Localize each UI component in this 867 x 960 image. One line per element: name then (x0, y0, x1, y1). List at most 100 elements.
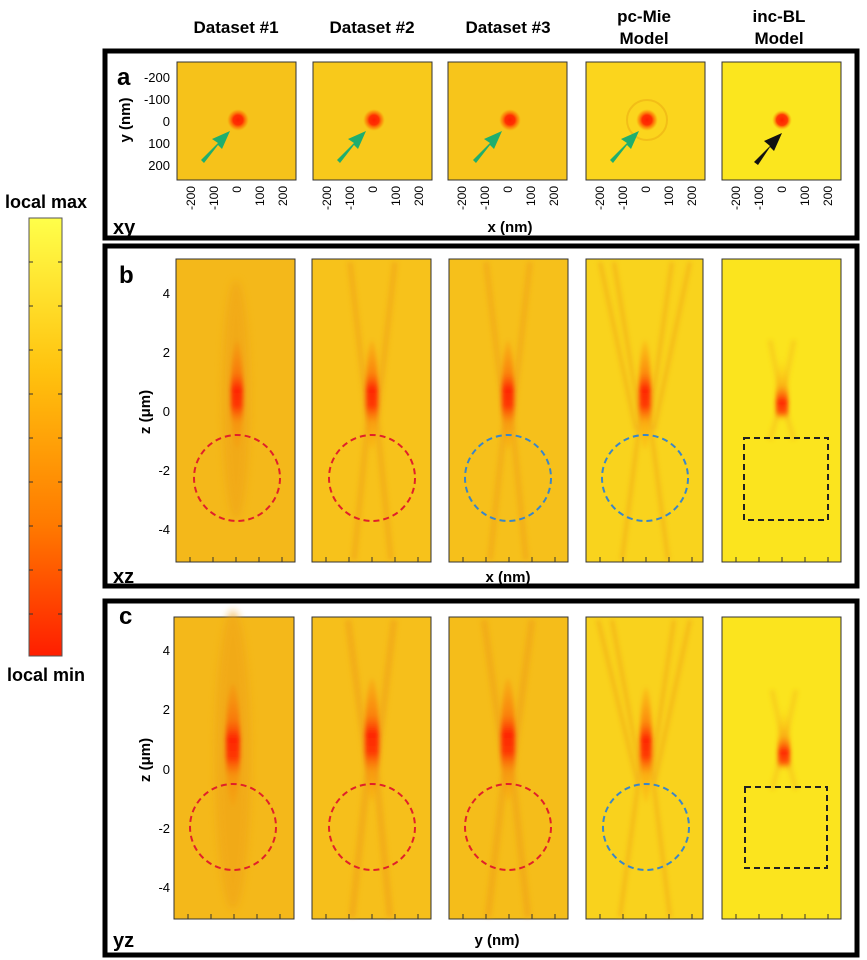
panel-a-ytick-2: -100 (144, 92, 170, 107)
panel-a-xticks: -200 -100 0 100 200 -200 -100 0 100 200 -200 -100 0 1… (184, 186, 835, 210)
panel-a-letter: a (117, 64, 131, 91)
panel-b-ytick-3: 0 (163, 404, 170, 419)
colorbar-gradient (28, 217, 63, 657)
panel-c-xlabel: y (nm) (475, 932, 520, 949)
panel-b: b xz z (μm) x (nm) 4 2 0 -2 -4 (102, 243, 860, 589)
panel-b-ytick-1: 4 (163, 286, 170, 301)
panel-b-box (743, 437, 829, 521)
panel-c-ytick-1: 4 (163, 643, 170, 658)
panel-b-circle-4 (601, 434, 689, 522)
panel-b-circle-3 (464, 434, 552, 522)
column-header-4: pc-Mie (617, 7, 671, 26)
panel-c-circle-3 (464, 783, 552, 871)
panel-a-xtick-label: 100 (253, 186, 267, 206)
panel-a-frame (102, 48, 860, 241)
panel-b-tile-1 (175, 258, 296, 563)
panel-c-tile-3 (448, 616, 569, 920)
panel-a-xtick-label: 0 (775, 186, 789, 193)
panel-a-marker-4 (610, 131, 639, 163)
panel-a-marker-2 (337, 131, 366, 163)
panel-c-ylabel: z (μm) (137, 738, 154, 782)
black-arrow-icon (754, 133, 782, 165)
panel-c: c yz z (μm) y (nm) 4 2 0 -2 -4 (102, 598, 860, 958)
panel-c-tile-4 (585, 616, 704, 920)
panel-b-plane: xz (113, 566, 134, 588)
panel-c-yticks: 4 2 0 -2 -4 (158, 643, 170, 895)
column-header-5-line2: Model (754, 29, 803, 48)
panel-a-marker-1 (201, 131, 230, 163)
panel-c-plane: yz (113, 930, 134, 952)
panel-a-xtick-label: -100 (616, 186, 630, 210)
panel-a-ytick-4: 100 (148, 136, 170, 151)
panel-c-tile-1 (173, 610, 295, 920)
panel-a-marker-3 (473, 131, 502, 163)
panel-a-xtick-label: 100 (798, 186, 812, 206)
colorbar-max-label: local max (5, 192, 87, 212)
column-header-4-line2: Model (619, 29, 668, 48)
panel-b-frame (102, 243, 860, 589)
panel-a-xtick-label: 200 (547, 186, 561, 206)
panel-a-xtick-label: -100 (207, 186, 221, 210)
panel-a-xtick-label: -100 (343, 186, 357, 210)
panel-a-tile-2 (312, 61, 433, 181)
green-arrow-icon (473, 131, 502, 163)
panel-a-xtick-label: -200 (455, 186, 469, 210)
panel-b-ylabel: z (μm) (137, 390, 154, 434)
panel-c-frame (102, 598, 860, 958)
panel-a-tile-4 (585, 61, 706, 181)
panel-b-tile-5 (721, 258, 842, 563)
panel-c-ytick-4: -2 (158, 821, 170, 836)
panel-a-marker-5 (754, 133, 782, 165)
panel-a-xtick-label: 200 (685, 186, 699, 206)
panel-a-xtick-label: 200 (276, 186, 290, 206)
panel-c-letter: c (119, 603, 132, 630)
panel-c-xticks (187, 914, 829, 919)
panel-c-ytick-5: -4 (158, 880, 170, 895)
panel-a-tile-3 (447, 61, 568, 181)
panel-b-yticks: 4 2 0 -2 -4 (158, 286, 170, 537)
panel-a-xtick-label: -200 (729, 186, 743, 210)
panel-a-ytick-3: 0 (163, 114, 170, 129)
panel-a-plane: xy (113, 217, 136, 239)
panel-a-xlabel: x (nm) (488, 219, 533, 236)
column-header-3: Dataset #3 (465, 18, 550, 37)
panel-a-xtick-label: 0 (366, 186, 380, 193)
panel-a-yticks: -200 -100 0 100 200 (144, 70, 170, 173)
panel-a: a xy y (nm) x (nm) -200 -100 0 100 200 (102, 48, 860, 241)
panel-a-xtick-label: 100 (662, 186, 676, 206)
panel-c-circle-4 (602, 783, 690, 871)
panel-c-tile-5 (721, 616, 842, 920)
panel-a-xtick-label: -100 (752, 186, 766, 210)
panel-c-box (744, 786, 828, 869)
panel-b-ytick-4: -2 (158, 463, 170, 478)
panel-b-circle-1 (193, 434, 281, 522)
panel-b-xlabel: x (nm) (486, 569, 531, 586)
colorbar: local max local min (5, 192, 87, 685)
panel-c-circle-1 (189, 783, 277, 871)
panel-a-xtick-label: 200 (412, 186, 426, 206)
panel-a-xtick-label: 0 (639, 186, 653, 193)
column-header-5: inc-BL (753, 7, 806, 26)
panel-a-xtick-label: -200 (593, 186, 607, 210)
panel-c-tile-2 (311, 616, 432, 920)
colorbar-min-label: local min (7, 665, 85, 685)
panel-b-circle-2 (328, 434, 416, 522)
panel-a-xtick-label: 0 (230, 186, 244, 193)
green-arrow-icon (201, 131, 230, 163)
panel-b-ytick-2: 2 (163, 345, 170, 360)
colorbar-ticks (29, 261, 62, 615)
panel-a-ytick-1: -200 (144, 70, 170, 85)
panel-a-xtick-label: 0 (501, 186, 515, 193)
panel-c-ytick-2: 2 (163, 702, 170, 717)
panel-b-tile-2 (311, 258, 432, 563)
panel-b-letter: b (119, 262, 134, 289)
column-header-2: Dataset #2 (329, 18, 414, 37)
panel-b-tile-4 (585, 258, 704, 563)
column-headers: Dataset #1 Dataset #2 Dataset #3 pc-Mie … (193, 7, 805, 48)
panel-a-xtick-label: -200 (184, 186, 198, 210)
panel-a-xtick-label: -100 (478, 186, 492, 210)
panel-b-ytick-5: -4 (158, 522, 170, 537)
column-header-1: Dataset #1 (193, 18, 278, 37)
green-arrow-icon (337, 131, 366, 163)
panel-a-xtick-label: 200 (821, 186, 835, 206)
